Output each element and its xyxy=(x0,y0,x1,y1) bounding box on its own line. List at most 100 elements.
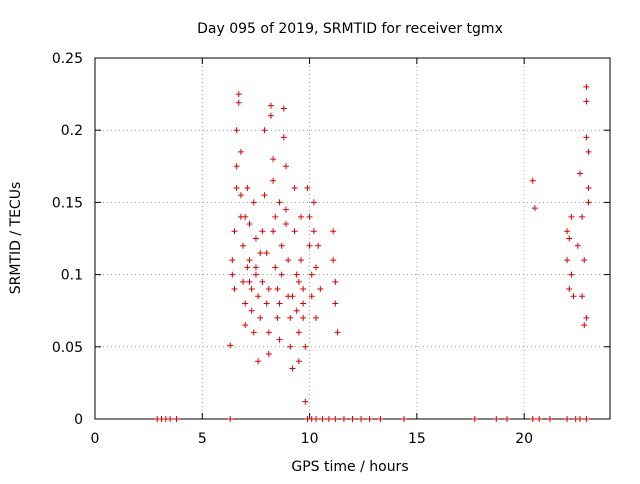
data-point xyxy=(291,184,298,191)
data-point xyxy=(576,170,583,177)
data-point xyxy=(564,228,571,235)
data-point xyxy=(570,293,577,300)
data-point xyxy=(349,416,356,422)
data-point xyxy=(564,257,571,264)
data-point xyxy=(233,163,240,170)
data-point xyxy=(282,221,289,228)
data-point xyxy=(566,235,573,242)
data-point xyxy=(235,91,242,98)
chart-title: Day 095 of 2019, SRMTID for receiver tgm… xyxy=(197,21,503,37)
data-point xyxy=(332,278,339,285)
data-point xyxy=(568,213,575,220)
data-point xyxy=(240,242,247,249)
data-point xyxy=(252,235,259,242)
y-tick-label: 0.15 xyxy=(52,195,83,211)
data-point xyxy=(531,205,538,212)
data-point xyxy=(257,249,264,256)
y-tick-label: 0.05 xyxy=(52,340,83,356)
data-point xyxy=(233,127,240,134)
data-point xyxy=(313,264,320,271)
data-point xyxy=(280,105,287,112)
data-point xyxy=(285,257,292,264)
data-point xyxy=(272,213,279,220)
x-tick-label: 5 xyxy=(198,431,207,447)
data-point xyxy=(270,156,277,163)
data-point xyxy=(585,184,592,191)
plot-frame xyxy=(94,57,611,420)
data-point xyxy=(250,199,257,206)
data-point xyxy=(276,199,283,206)
data-point xyxy=(227,342,234,349)
data-point xyxy=(564,416,571,422)
data-point xyxy=(278,271,285,278)
data-point xyxy=(366,416,373,422)
data-point xyxy=(242,213,249,220)
data-point xyxy=(261,192,268,199)
data-point xyxy=(278,242,285,249)
x-tick-label: 0 xyxy=(91,431,100,447)
y-tick-label: 0.2 xyxy=(61,123,83,139)
x-axis-label: GPS time / hours xyxy=(291,459,408,475)
data-point xyxy=(576,416,583,422)
data-point xyxy=(295,329,302,336)
data-point xyxy=(546,416,553,422)
data-point xyxy=(358,416,365,422)
data-point xyxy=(242,322,249,329)
data-point xyxy=(246,278,253,285)
data-point xyxy=(244,264,251,271)
data-point xyxy=(265,351,272,358)
data-point xyxy=(270,228,277,235)
data-point xyxy=(270,177,277,184)
data-point xyxy=(252,264,259,271)
data-points xyxy=(154,83,592,422)
x-axis-ticks: 0 5 10 15 20 xyxy=(91,58,533,447)
data-point xyxy=(302,398,309,405)
data-point xyxy=(287,343,294,350)
data-point xyxy=(267,102,274,109)
data-point xyxy=(298,257,304,264)
data-point xyxy=(237,192,244,199)
data-point xyxy=(263,300,270,307)
data-point xyxy=(252,271,259,278)
data-point xyxy=(579,293,586,300)
data-point xyxy=(334,329,341,336)
data-point xyxy=(261,127,268,134)
data-point xyxy=(295,358,302,365)
data-point xyxy=(231,228,238,235)
data-point xyxy=(227,416,234,422)
data-point xyxy=(287,314,294,321)
data-point xyxy=(274,314,281,321)
data-point xyxy=(308,293,315,300)
data-point xyxy=(231,286,238,293)
data-point xyxy=(293,307,300,314)
x-tick-label: 15 xyxy=(408,431,426,447)
data-point xyxy=(401,416,407,422)
data-point xyxy=(257,314,264,321)
data-point xyxy=(471,416,478,422)
data-point xyxy=(340,416,347,422)
data-point xyxy=(529,177,536,184)
data-point xyxy=(280,134,287,141)
data-point xyxy=(317,286,324,293)
data-point xyxy=(244,184,251,191)
data-point xyxy=(173,416,180,422)
data-point xyxy=(581,257,588,264)
y-tick-label: 0.1 xyxy=(61,268,83,284)
data-point xyxy=(304,184,311,191)
data-point xyxy=(583,314,590,321)
data-point xyxy=(493,416,500,422)
data-point xyxy=(300,314,307,321)
data-point xyxy=(325,416,332,422)
x-tick-label: 10 xyxy=(301,431,319,447)
data-point xyxy=(255,358,262,365)
data-point xyxy=(259,278,266,285)
data-point xyxy=(300,300,307,307)
y-tick-label: 0 xyxy=(74,412,83,428)
data-point xyxy=(282,163,289,170)
data-point xyxy=(272,264,279,271)
data-point xyxy=(319,416,326,422)
data-point xyxy=(581,322,588,329)
data-point xyxy=(583,416,590,422)
